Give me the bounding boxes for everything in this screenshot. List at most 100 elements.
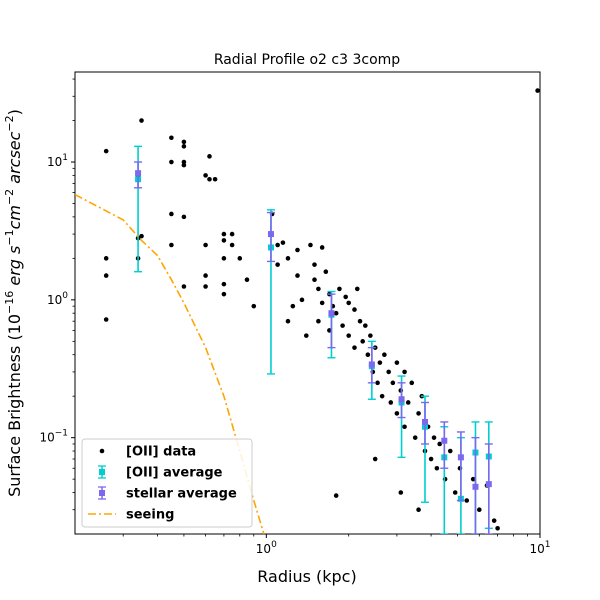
data-point <box>221 281 227 287</box>
stellar-average-point <box>471 436 480 534</box>
data-point <box>416 411 421 416</box>
stellar-average-point <box>440 421 449 469</box>
average-marker <box>135 170 142 177</box>
legend-entry-0: [OII] data <box>99 445 196 460</box>
data-point <box>169 159 174 165</box>
legend-label: stellar average <box>126 487 237 502</box>
y-tick-exp: 1 <box>62 153 68 163</box>
data-point <box>203 284 208 289</box>
legend-label: [OII] average <box>126 466 223 481</box>
x-tick-label: 100 <box>256 540 277 556</box>
series-layer <box>75 88 540 534</box>
data-point <box>212 176 218 182</box>
data-point <box>207 154 212 159</box>
y-axis-label-prefix: Surface Brightness ( <box>5 334 24 497</box>
data-point <box>290 303 296 309</box>
data-point <box>221 291 227 297</box>
y-axis-label-unit-exp1: −16 <box>3 291 16 314</box>
x-axis-label: Radius (kpc) <box>257 567 356 586</box>
legend-box <box>81 438 253 528</box>
legend-square-icon <box>99 469 105 475</box>
data-point <box>394 360 400 365</box>
data-point <box>340 323 345 328</box>
data-point <box>203 242 208 248</box>
data-point <box>103 256 109 261</box>
data-point <box>308 242 313 248</box>
data-point <box>103 317 109 322</box>
data-point <box>409 380 415 386</box>
y-tick-label: 10−1 <box>39 429 68 445</box>
data-point <box>229 242 235 248</box>
data-point <box>323 269 329 275</box>
y-tick-base: 10 <box>47 155 62 169</box>
x-tick-exp: 1 <box>545 540 551 550</box>
data-point <box>221 238 227 243</box>
stellar-average-point <box>456 431 465 502</box>
data-point <box>379 393 385 399</box>
data-point <box>139 118 144 123</box>
stellar-average-point <box>397 382 406 419</box>
data-point <box>316 286 321 292</box>
legend-label: [OII] data <box>126 445 196 460</box>
data-point <box>388 400 394 405</box>
y-axis-label: Surface Brightness (10−16 erg s−1cm−2 ar… <box>3 109 24 497</box>
x-tick-base: 10 <box>529 542 544 556</box>
y-axis-label-unit-main: 10 <box>5 314 24 334</box>
series-2 <box>134 161 493 534</box>
data-point <box>203 173 208 178</box>
data-point <box>103 273 109 278</box>
stellar-average-point <box>327 293 336 349</box>
y-tick-base: 10 <box>39 431 54 445</box>
data-point <box>333 310 339 316</box>
average-marker <box>368 361 375 368</box>
data-point <box>535 88 540 93</box>
data-point <box>285 256 291 261</box>
average-marker <box>267 231 274 238</box>
series-clip-group <box>75 88 540 534</box>
data-point <box>372 456 378 462</box>
data-point <box>390 380 396 386</box>
data-point <box>319 300 325 306</box>
data-point <box>470 476 476 482</box>
x-tick-base: 10 <box>256 542 271 556</box>
data-point <box>363 323 368 328</box>
legend-entry-2: stellar average <box>98 486 237 502</box>
data-point <box>402 424 407 430</box>
y-axis-label-unit-cm: cm <box>5 205 24 229</box>
data-point <box>431 435 437 440</box>
data-point <box>275 262 280 267</box>
data-point <box>346 333 351 338</box>
average-marker <box>457 454 464 461</box>
plot-frame <box>74 71 541 535</box>
data-point <box>398 490 404 495</box>
data-point <box>360 339 365 344</box>
average-marker <box>485 481 492 488</box>
data-point <box>416 507 421 513</box>
data-point <box>346 300 351 306</box>
data-point <box>368 333 373 338</box>
data-point <box>285 318 291 324</box>
data-point <box>476 507 482 513</box>
data-point <box>169 242 174 248</box>
average-marker <box>441 437 448 444</box>
stellar-average-point <box>134 161 143 189</box>
y-tick-exp: −1 <box>55 429 68 439</box>
y-axis-label-unit-exp3: −2 <box>3 189 16 205</box>
plot-area <box>74 71 541 535</box>
data-point <box>303 333 309 338</box>
data-point <box>354 286 360 292</box>
legend-square-icon <box>99 490 105 496</box>
y-tick-label: 101 <box>47 153 68 169</box>
data-point <box>405 400 411 405</box>
data-point <box>464 498 470 503</box>
data-point <box>103 148 109 154</box>
data-point <box>275 242 280 248</box>
stellar-average-point <box>420 401 429 445</box>
stellar-average-point <box>484 443 493 534</box>
data-point <box>491 518 497 523</box>
y-axis-label-unit-exp4: −2 <box>3 115 16 131</box>
legend-entry-1: [OII] average <box>98 465 223 481</box>
data-point <box>295 247 300 253</box>
data-point <box>280 240 286 245</box>
